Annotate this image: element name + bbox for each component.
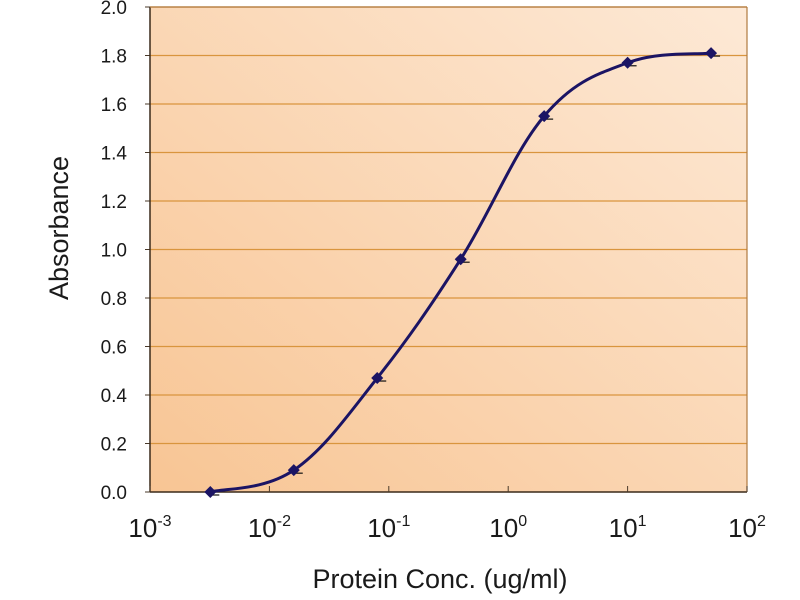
series xyxy=(204,47,721,498)
y-tick-label: 0.6 xyxy=(101,338,127,359)
x-tick-base: 10 xyxy=(367,513,396,543)
data-point xyxy=(538,110,554,123)
data-point xyxy=(204,486,220,498)
x-tick-base: 10 xyxy=(609,513,638,543)
y-axis-title: Absorbance xyxy=(44,156,74,300)
y-tick-label: 1.4 xyxy=(101,144,128,165)
x-tick-label: 102 xyxy=(728,513,766,543)
data-point xyxy=(371,372,387,385)
x-tick-base: 10 xyxy=(128,513,157,543)
data-point xyxy=(454,253,470,266)
x-tick-base: 10 xyxy=(489,513,518,543)
x-axis-title: Protein Conc. (ug/ml) xyxy=(312,564,567,594)
x-tick-exponent: 0 xyxy=(518,513,527,530)
x-tick-exponent: -1 xyxy=(396,513,410,530)
diamond-marker xyxy=(538,110,551,123)
diamond-marker xyxy=(621,56,634,69)
data-point xyxy=(621,56,637,69)
diamond-marker xyxy=(204,486,217,498)
x-tick-exponent: 2 xyxy=(757,513,766,530)
y-tick-label: 1.6 xyxy=(101,95,127,116)
y-tick-label: 0.2 xyxy=(101,435,127,456)
y-tick-labels: 0.0 0.2 0.4 0.6 0.8 1.0 1.2 1.4 1.6 1.8 2.0 xyxy=(101,0,128,504)
x-tick-base: 10 xyxy=(248,513,277,543)
diamond-marker xyxy=(454,253,467,266)
diamond-marker xyxy=(371,372,384,385)
diamond-marker xyxy=(287,464,300,477)
y-tick-label: 1.0 xyxy=(101,241,127,262)
y-tick-label: 2.0 xyxy=(101,0,127,19)
diamond-marker xyxy=(705,47,718,60)
y-tick-label: 0.8 xyxy=(101,289,127,310)
x-tick-label: 10-1 xyxy=(367,513,410,543)
x-tick-label: 10-2 xyxy=(248,513,291,543)
y-tick-label: 1.8 xyxy=(101,47,127,68)
y-tick-label: 0.4 xyxy=(101,386,128,407)
x-tick-label: 10-3 xyxy=(128,513,171,543)
axes xyxy=(145,6,748,493)
data-point xyxy=(287,464,303,477)
x-tick-exponent: -2 xyxy=(277,513,291,530)
x-tick-exponent: -3 xyxy=(157,513,171,530)
x-tick-label: 101 xyxy=(609,513,647,543)
y-tick-label: 0.0 xyxy=(101,483,127,504)
x-tick-base: 10 xyxy=(728,513,757,543)
y-tick-label: 1.2 xyxy=(101,192,127,213)
x-tick-labels: 10-3 10-2 10-1 100 101 102 xyxy=(128,513,766,543)
x-tick-label: 100 xyxy=(489,513,527,543)
data-point xyxy=(705,47,721,60)
x-tick-exponent: 1 xyxy=(638,513,647,530)
